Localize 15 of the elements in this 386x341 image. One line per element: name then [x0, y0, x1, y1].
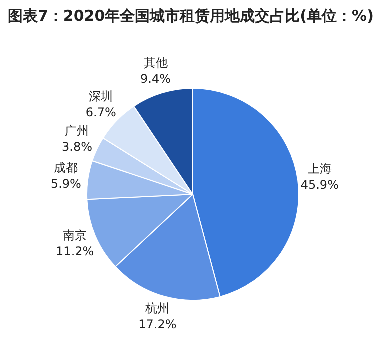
- slice-label: 深圳: [89, 89, 114, 104]
- data-label: 17.2%: [138, 318, 177, 332]
- slice-label: 成都: [54, 161, 78, 176]
- data-label: 3.8%: [62, 140, 92, 154]
- data-label: 5.9%: [50, 177, 82, 192]
- slice-label: 杭州: [144, 302, 170, 316]
- slice-label: 南京: [63, 228, 88, 242]
- data-label: 45.9%: [300, 178, 339, 192]
- slice-label: 其他: [144, 56, 168, 70]
- data-label: 9.4%: [140, 72, 172, 86]
- data-label: 11.2%: [56, 244, 94, 258]
- data-label: 6.7%: [86, 105, 116, 120]
- slice-label: 广州: [65, 124, 90, 138]
- chart-title: 图表7：2020年全国城市租赁用地成交占比(单位：%): [8, 6, 375, 26]
- slice-label: 上海: [308, 162, 332, 176]
